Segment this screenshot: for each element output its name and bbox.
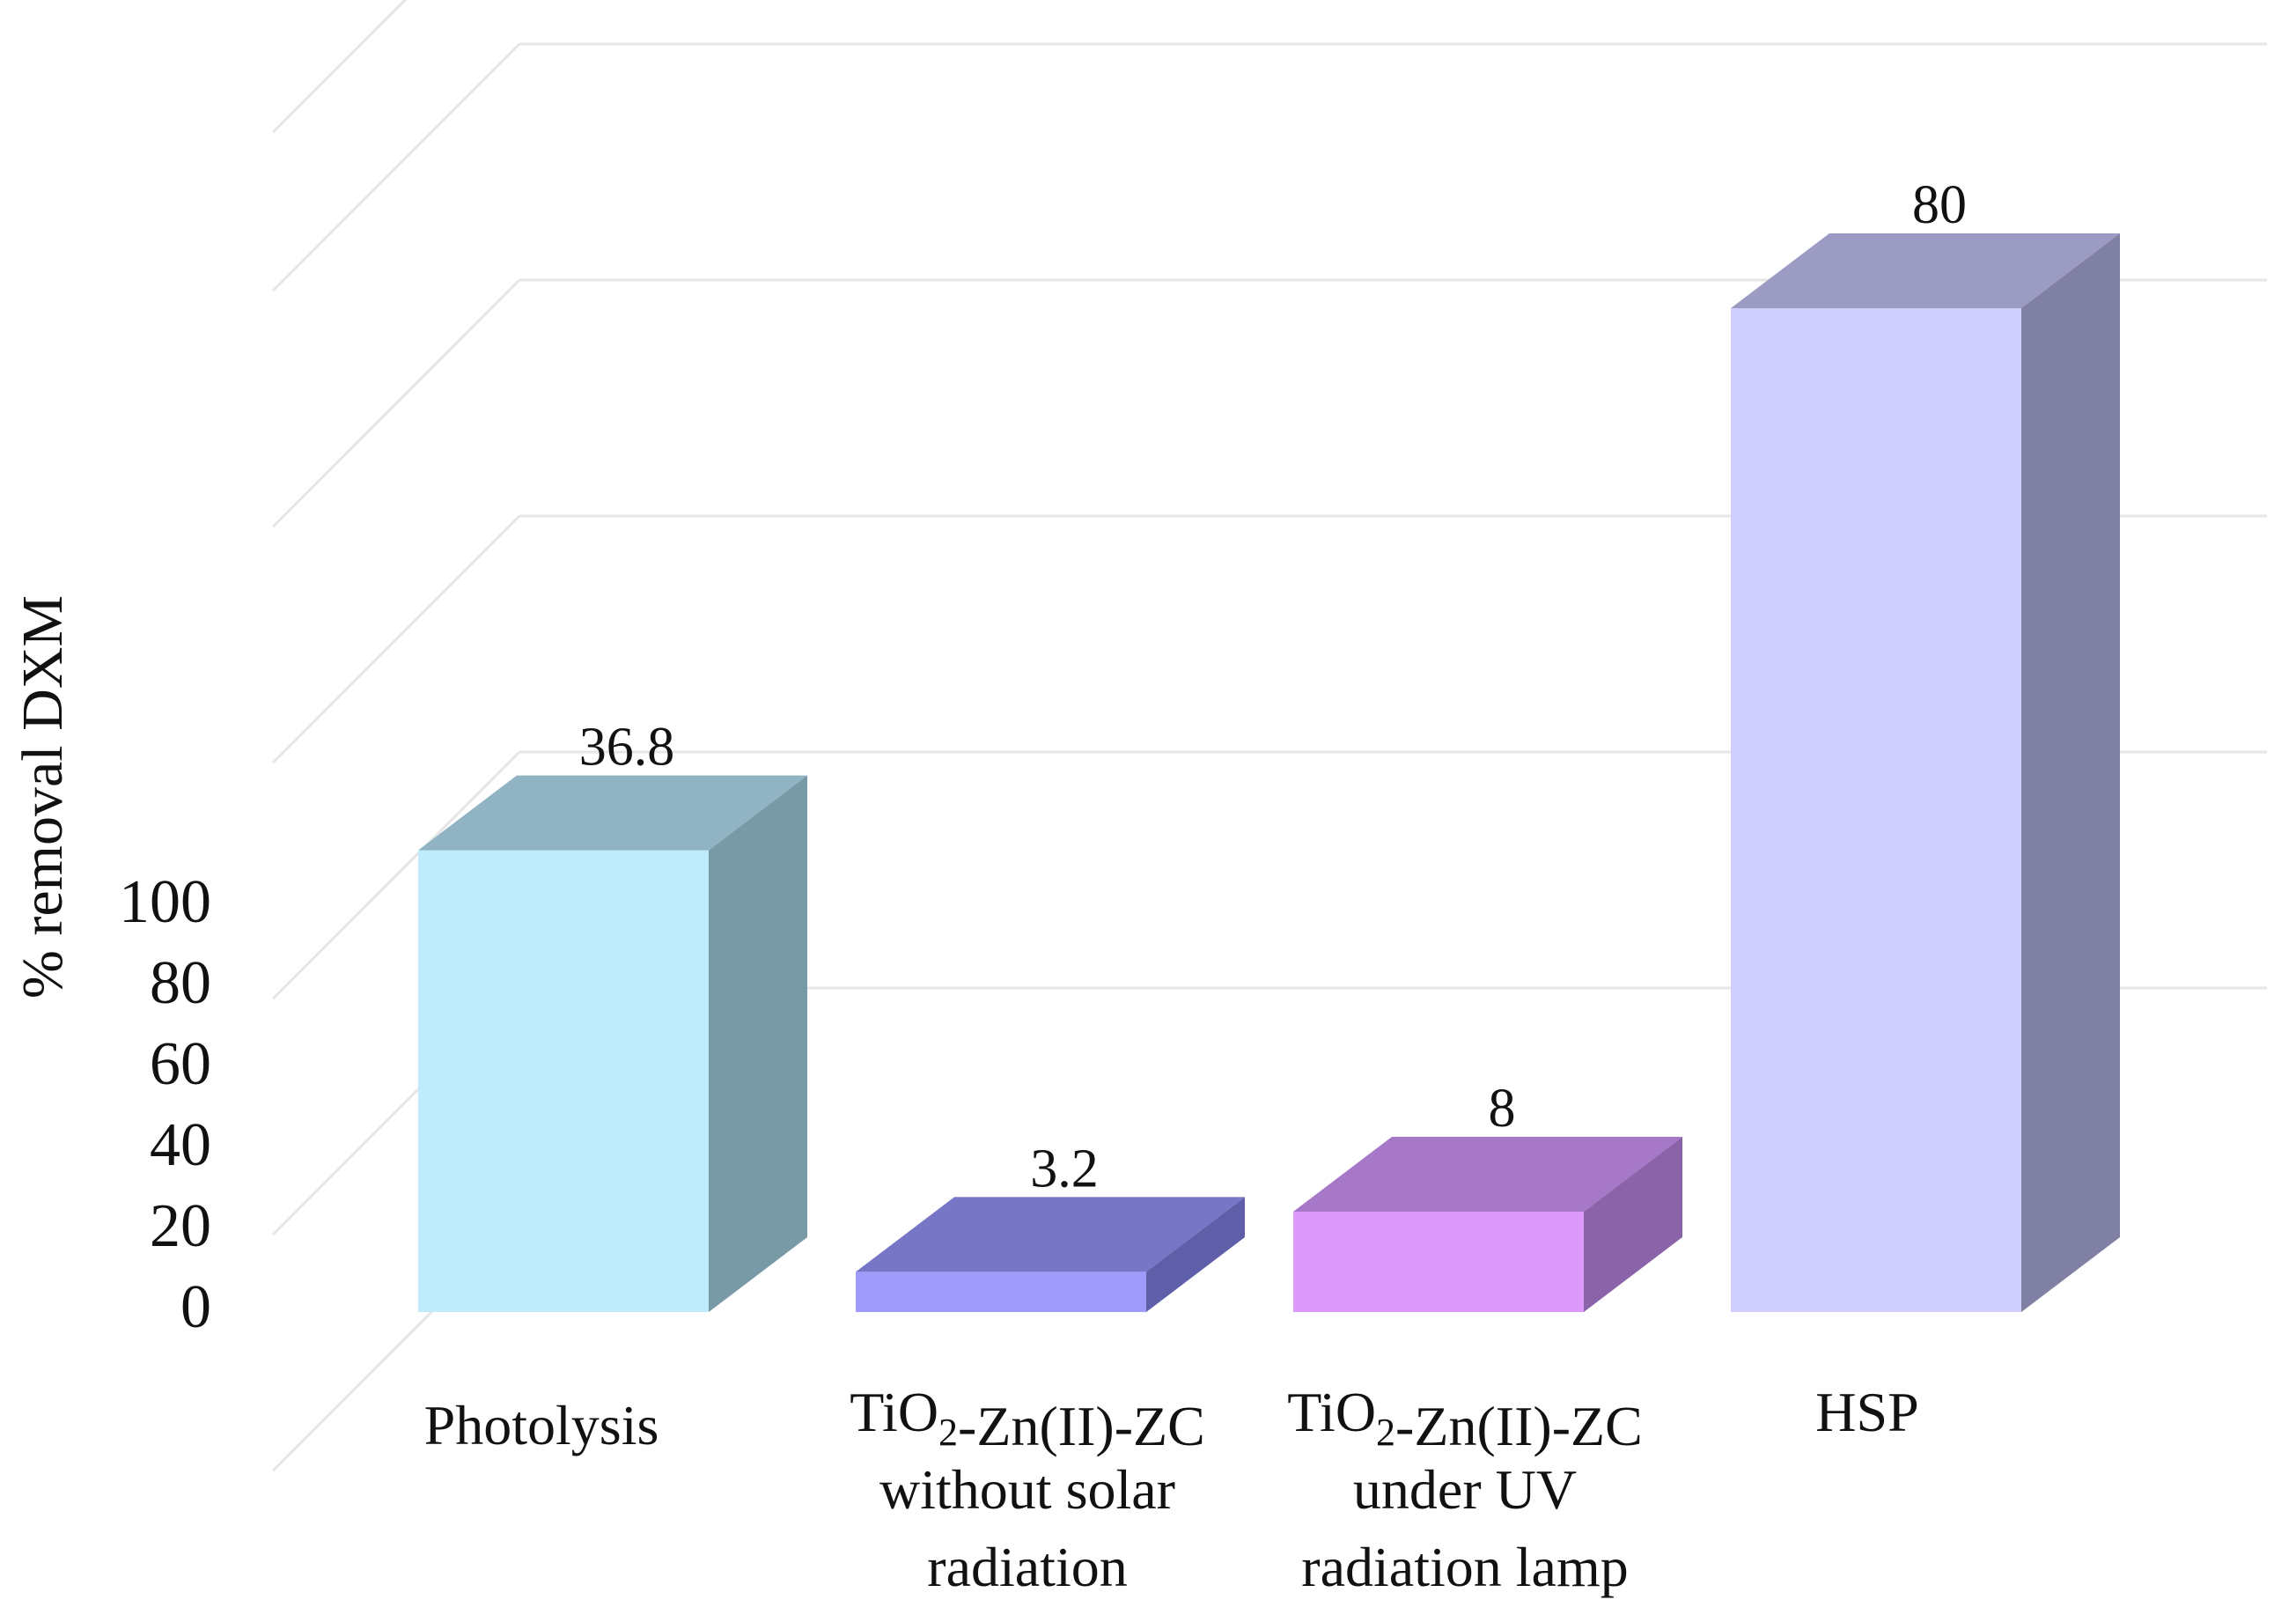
y-axis-title: % removal DXM <box>11 595 75 999</box>
bar-front <box>856 1272 1146 1312</box>
y-tick-label: 60 <box>150 1030 211 1098</box>
bar-2 <box>1293 1137 1682 1312</box>
y-tick-label: 20 <box>150 1192 211 1260</box>
y-tick-label: 0 <box>180 1273 211 1341</box>
x-tick-label-line: Photolysis <box>424 1394 659 1456</box>
bar-side <box>2021 233 2120 1312</box>
x-tick-label-line: radiation lamp <box>1301 1536 1628 1598</box>
gridlines <box>271 0 2267 1472</box>
gridline-side <box>271 278 521 528</box>
bar-top <box>856 1197 1245 1272</box>
data-labels: 36.8 3.2 8 80 <box>579 175 1967 1198</box>
bar-front <box>1731 308 2021 1312</box>
data-label: 80 <box>1912 175 1967 235</box>
bar-side <box>1146 1197 1245 1312</box>
y-tick-label: 100 <box>119 868 211 936</box>
bar-top <box>1293 1137 1682 1212</box>
x-tick-label-line: HSP <box>1815 1381 1918 1443</box>
bar-side <box>1584 1137 1682 1312</box>
gridline-side <box>271 750 521 1000</box>
data-label: 3.2 <box>1030 1139 1099 1198</box>
x-tick-label-0: Photolysis <box>424 1394 659 1456</box>
x-tick-label-line: TiO2-Zn(II)-ZC <box>850 1381 1205 1457</box>
bar-side <box>709 775 807 1312</box>
bar-top <box>1731 233 2120 308</box>
bar-3 <box>1731 233 2120 1312</box>
y-tick-label: 40 <box>150 1111 211 1179</box>
x-tick-label-line: TiO2-Zn(II)-ZC <box>1287 1381 1643 1457</box>
x-tick-label-line: without solar <box>879 1458 1175 1521</box>
x-tick-label-3: HSP <box>1815 1381 1918 1443</box>
x-tick-label-line: radiation <box>927 1536 1127 1598</box>
bar-0 <box>418 775 807 1312</box>
data-label: 8 <box>1489 1079 1516 1139</box>
gridline-side <box>271 514 521 764</box>
y-tick-label: 80 <box>150 949 211 1017</box>
bar-front <box>418 850 709 1312</box>
gridline-side <box>271 0 408 134</box>
x-tick-label-line: under UV <box>1353 1458 1577 1521</box>
bars <box>418 233 2120 1312</box>
y-axis-ticks: 0 20 40 60 80 100 <box>119 868 211 1341</box>
bar-front <box>1293 1212 1584 1312</box>
bar-top <box>418 775 807 851</box>
bar-1 <box>856 1197 1245 1312</box>
data-label: 36.8 <box>579 718 675 778</box>
gridline-side <box>271 42 521 292</box>
